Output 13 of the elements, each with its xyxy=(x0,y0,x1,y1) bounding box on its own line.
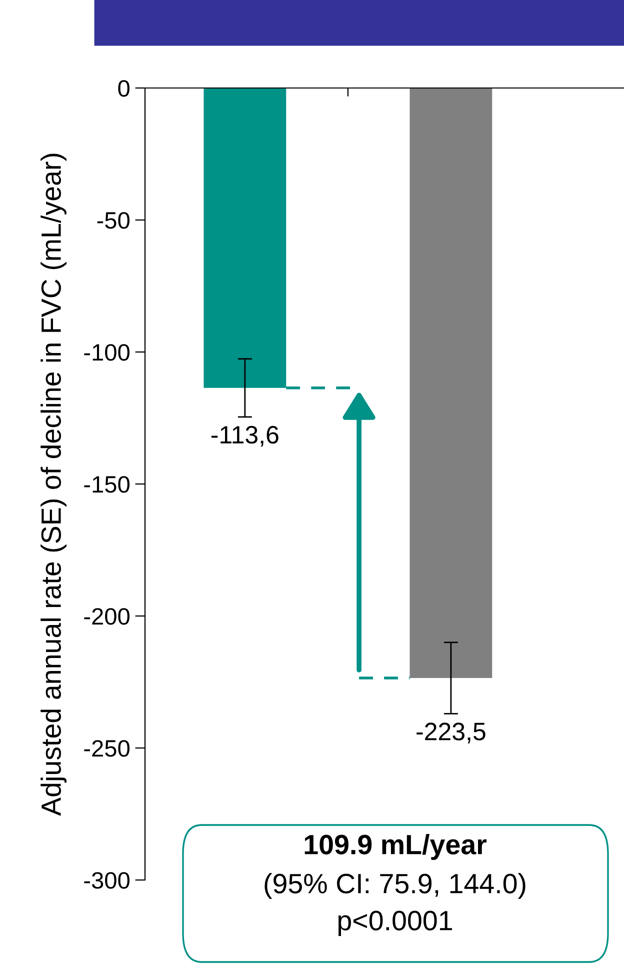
y-tick-label: -250 xyxy=(84,740,130,757)
y-tick-label: -200 xyxy=(84,608,130,625)
text: p<0.0001 xyxy=(338,910,452,936)
y-tick-label: -300 xyxy=(84,872,130,889)
data-label: -113,6 xyxy=(212,426,278,447)
annotation: 109.9 mL/year xyxy=(304,834,486,860)
annotation: (95% CI: 75.9, 144.0) xyxy=(264,873,526,899)
y-tick-label: -50 xyxy=(97,212,130,229)
data-label: -223,5 xyxy=(416,722,486,744)
y-tick-label: 0 xyxy=(118,80,130,97)
y-tick-label: -100 xyxy=(84,344,130,361)
y-tick-label: -150 xyxy=(84,476,130,493)
y-axis-title: Adjusted annual rate (SE) of decline in FVC (mL/year) xyxy=(40,154,66,816)
